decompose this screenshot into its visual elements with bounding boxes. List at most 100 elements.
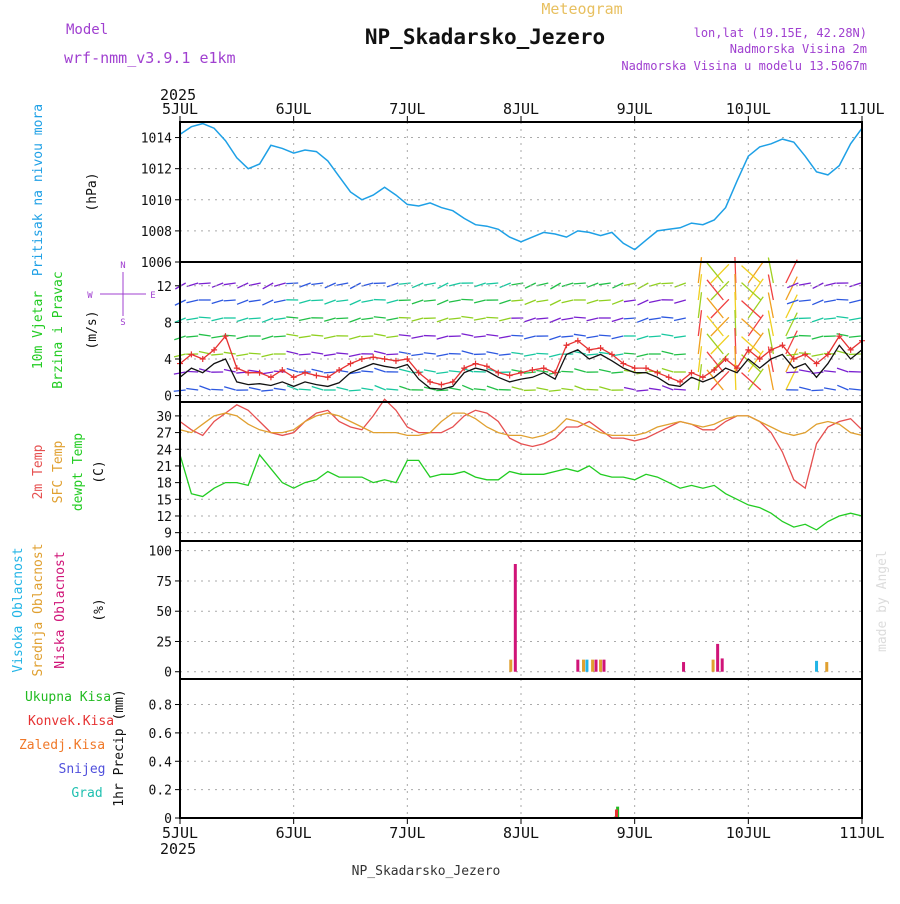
wind-arrow [424, 353, 436, 354]
wind-arrow [624, 300, 636, 302]
wind-arrow [812, 336, 824, 339]
wind-arrow [662, 368, 673, 372]
wind-arrow [575, 386, 586, 390]
wind-arrow [550, 300, 561, 305]
wind-arrow [599, 370, 611, 372]
wind-arrow [487, 386, 498, 390]
compass-cross-icon [100, 272, 146, 316]
y-tick-label: 21 [156, 460, 172, 475]
wind-arrow [412, 318, 424, 321]
wind-arrow [424, 300, 436, 301]
wind-arrow [624, 388, 636, 390]
wind-arrow [849, 300, 861, 303]
gust-marker [495, 370, 501, 376]
panel-frame [180, 402, 862, 541]
bar [595, 660, 598, 672]
bar [509, 660, 512, 672]
model-altitude: Nadmorska Visina u modelu 13.5067m [621, 59, 867, 73]
wind-arrow [461, 334, 473, 336]
gust-marker [484, 363, 490, 369]
model-label: Model [66, 22, 108, 38]
y-tick-label: 15 [156, 493, 172, 508]
wind-arrow [799, 387, 811, 390]
y-tick-label: 0 [164, 390, 172, 405]
hail-label: Grad [71, 786, 102, 801]
wind-arrow [437, 318, 448, 322]
gust-marker [313, 372, 319, 378]
wind-arrow [711, 371, 729, 390]
wind-arrow [361, 371, 373, 372]
wind-arrow [449, 318, 461, 319]
wind-arrow [512, 387, 524, 390]
wind-arrow [249, 283, 261, 285]
gust-marker [302, 370, 308, 376]
wind-arrow [387, 283, 398, 287]
x-tick-label-bottom: 5JUL [162, 824, 198, 842]
wind-arrow [349, 390, 361, 391]
wind-arrow [211, 389, 223, 390]
wind-arrow [637, 336, 648, 340]
bar [716, 644, 719, 672]
wind-arrow [412, 300, 423, 304]
wind-arrow [562, 300, 574, 303]
wind-arrow [474, 283, 485, 287]
y-tick-label: 0.4 [149, 755, 173, 770]
wind-ylabel-1: 10m Vjetar [31, 291, 46, 369]
wind-arrow [186, 318, 198, 320]
plot-layer: 1006100810101012101404812912151821242730… [141, 100, 885, 842]
wind-arrow [486, 283, 498, 284]
gust-marker [632, 365, 638, 371]
station-title: NP_Skadarsko_Jezero [365, 25, 605, 49]
wind-arrow [249, 353, 261, 354]
wind-arrow [299, 336, 311, 338]
wind-arrow [599, 300, 611, 301]
wind-arrow [286, 283, 298, 284]
wind-arrow [261, 390, 273, 391]
wind-arrow [486, 317, 498, 318]
wind-arrow [199, 334, 211, 336]
wind-arrow [336, 300, 348, 301]
gust-marker [473, 361, 479, 367]
wind-arrow [674, 389, 686, 390]
wind-arrow [649, 300, 661, 302]
wind-arrow [500, 283, 511, 287]
gust-marker [598, 345, 604, 351]
gust-marker [370, 354, 376, 360]
wind-arrow [336, 353, 348, 354]
gust-marker [359, 356, 365, 362]
wind-arrow [287, 351, 299, 354]
gust-marker [563, 342, 569, 348]
wind-arrow [262, 318, 273, 322]
wind-arrow [586, 389, 598, 390]
wind-arrow [499, 354, 511, 355]
wind-arrow [711, 317, 729, 336]
wind-arrow [274, 318, 286, 320]
gust-marker [382, 356, 388, 362]
wind-ylabel-2: Brzina i Pravac [51, 271, 66, 388]
wind-arrow [211, 336, 223, 338]
wind-arrow [224, 300, 236, 301]
wind-arrow [399, 386, 410, 390]
y-tick-label: 1014 [141, 132, 172, 147]
freezing-rain-label: Zaledj.Kisa [19, 738, 105, 753]
wind-arrow [561, 318, 573, 320]
wind-arrow [812, 300, 823, 305]
y-tick-label: 18 [156, 477, 172, 492]
wind-arrow [262, 354, 274, 357]
y-tick-label: 1006 [141, 256, 172, 271]
wind-arrow [249, 300, 261, 302]
wind-arrow [411, 354, 423, 355]
wind-arrow [824, 388, 836, 390]
wind-arrow [262, 300, 273, 305]
temp-ylabels: 2m Temp SFC Temp dewpt Temp (C) [31, 433, 107, 511]
bar [591, 660, 594, 672]
wind-arrow [299, 300, 311, 303]
x-tick-label-bottom: 7JUL [389, 824, 425, 842]
wind-arrow [299, 354, 311, 355]
wind-arrow [612, 300, 623, 304]
wind-arrow [675, 283, 686, 287]
wind-arrow [611, 372, 623, 373]
x-tick-label-top: 5JUL [162, 100, 198, 118]
wind-arrow [386, 336, 398, 337]
